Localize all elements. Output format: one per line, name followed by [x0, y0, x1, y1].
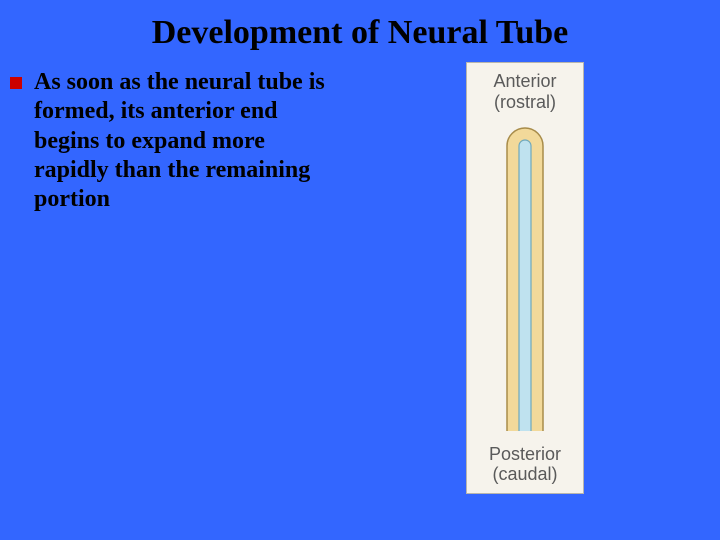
tube-icon: [504, 125, 546, 431]
content-area: As soon as the neural tube is formed, it…: [0, 62, 720, 214]
posterior-label-line1: Posterior: [489, 444, 561, 464]
slide-title: Development of Neural Tube: [0, 0, 720, 62]
posterior-label-line2: (caudal): [492, 464, 557, 484]
neural-tube-figure: Anterior (rostral) Posterior (caudal): [466, 62, 584, 494]
text-column: As soon as the neural tube is formed, it…: [8, 62, 338, 214]
anterior-label-line2: (rostral): [494, 92, 556, 112]
bullet-icon: [10, 77, 22, 89]
bullet-item: As soon as the neural tube is formed, it…: [8, 68, 338, 214]
anterior-label-line1: Anterior: [493, 71, 556, 91]
neural-tube-diagram: [504, 125, 546, 431]
posterior-label: Posterior (caudal): [467, 444, 583, 485]
anterior-label: Anterior (rostral): [467, 71, 583, 112]
figure-column: Anterior (rostral) Posterior (caudal): [338, 62, 712, 214]
bullet-text: As soon as the neural tube is formed, it…: [34, 68, 338, 214]
